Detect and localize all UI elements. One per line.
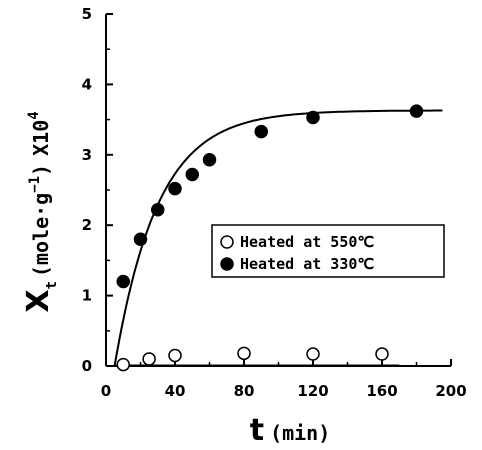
y-axis-unit: (mole·g bbox=[29, 193, 53, 277]
y-tick-labels: 0 1 2 3 4 5 bbox=[82, 5, 92, 375]
point-330 bbox=[409, 104, 424, 118]
point-330 bbox=[306, 110, 320, 125]
x-tick-label: 200 bbox=[435, 382, 466, 400]
x-tick-label: 80 bbox=[234, 382, 255, 400]
x-axis-symbol: t bbox=[250, 413, 264, 448]
fit-curve-330 bbox=[113, 109, 443, 367]
y-axis-subscript: t bbox=[44, 281, 60, 289]
y-axis-scale-exponent: 4 bbox=[26, 111, 42, 119]
y-tick-label: 2 bbox=[82, 216, 92, 234]
point-550 bbox=[375, 347, 389, 361]
legend-label-550: Heated at 550℃ bbox=[240, 233, 374, 251]
x-axis-unit: (min) bbox=[270, 421, 330, 445]
x-tick-label: 160 bbox=[366, 382, 397, 400]
y-tick-label: 4 bbox=[82, 75, 92, 93]
fit-curves bbox=[113, 109, 443, 367]
y-tick-label: 0 bbox=[82, 357, 92, 375]
svg-text:t(min): t (min) bbox=[250, 413, 331, 448]
legend-label-330: Heated at 330℃ bbox=[240, 255, 374, 273]
y-axis-unit-close: ) bbox=[29, 164, 53, 176]
svg-text:Xt(mole·g−1)X104: Xt (mole·g−1) X104 bbox=[21, 111, 60, 312]
point-550 bbox=[237, 346, 251, 361]
point-550 bbox=[142, 352, 156, 366]
point-330 bbox=[254, 124, 268, 139]
axes bbox=[105, 14, 451, 367]
legend-box bbox=[211, 224, 445, 278]
tick-marks bbox=[105, 13, 452, 367]
y-axis-symbol: X bbox=[21, 290, 56, 313]
y-tick-label: 5 bbox=[82, 5, 92, 23]
point-550 bbox=[306, 347, 320, 361]
x-tick-label: 120 bbox=[297, 382, 328, 400]
x-tick-labels: 0 40 80 120 160 200 bbox=[101, 382, 467, 400]
point-330 bbox=[202, 152, 217, 167]
x-tick-label: 40 bbox=[165, 382, 186, 400]
y-axis-unit-exponent: −1 bbox=[27, 176, 43, 193]
point-550 bbox=[168, 348, 182, 363]
point-550 bbox=[116, 357, 130, 372]
point-330 bbox=[185, 167, 199, 182]
point-330 bbox=[168, 181, 182, 196]
legend: Heated at 550℃ Heated at 330℃ bbox=[211, 224, 445, 278]
legend-marker-330 bbox=[220, 257, 234, 271]
point-330 bbox=[133, 232, 148, 247]
x-axis-title: t (min) bbox=[250, 413, 331, 448]
data-points bbox=[116, 104, 424, 372]
y-tick-label: 1 bbox=[82, 287, 92, 305]
x-tick-label: 0 bbox=[101, 382, 111, 400]
y-tick-label: 3 bbox=[82, 146, 92, 164]
y-axis-title: Xt (mole·g−1) X104 bbox=[21, 111, 60, 312]
legend-marker-550 bbox=[220, 235, 234, 249]
y-axis-scale: X10 bbox=[29, 120, 53, 156]
point-330 bbox=[116, 274, 130, 289]
point-330 bbox=[151, 202, 165, 217]
